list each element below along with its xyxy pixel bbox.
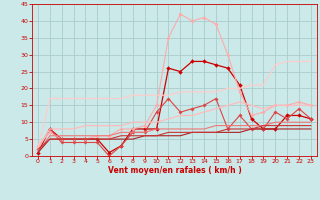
X-axis label: Vent moyen/en rafales ( km/h ): Vent moyen/en rafales ( km/h ): [108, 166, 241, 175]
